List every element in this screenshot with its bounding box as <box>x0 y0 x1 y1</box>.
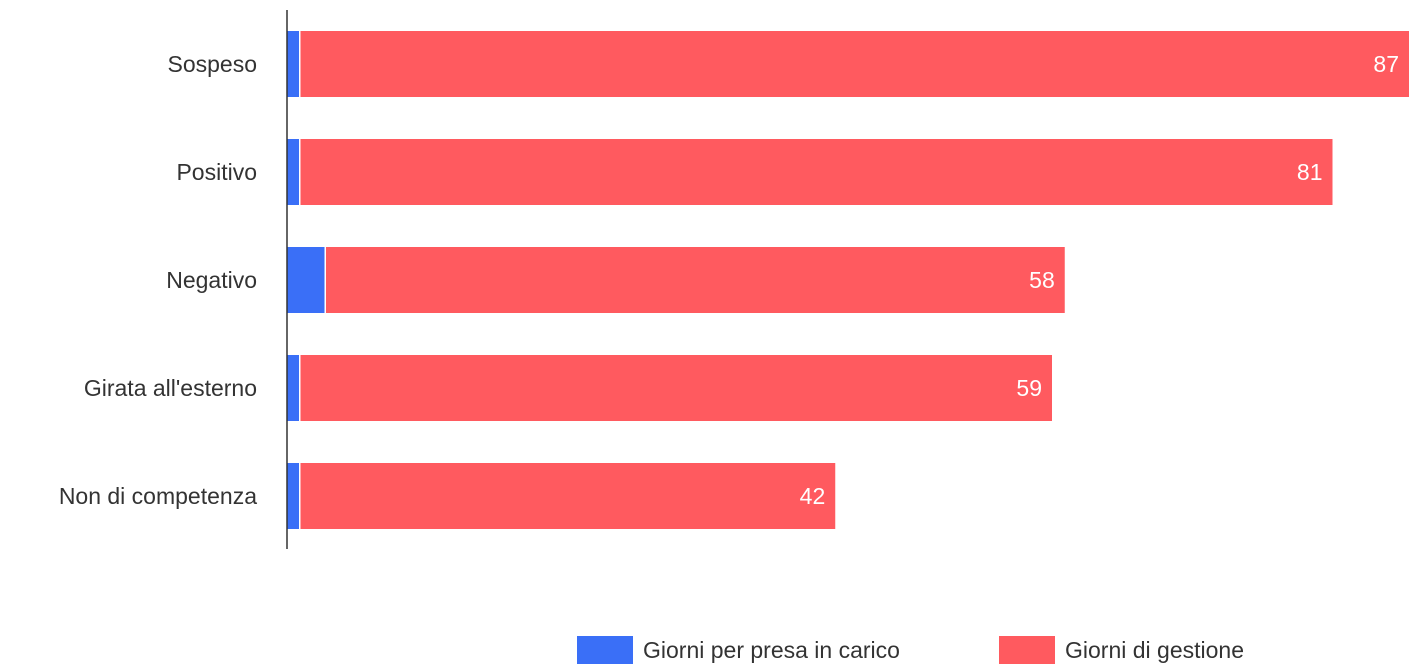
legend-swatch-giorni-di-gestione <box>999 636 1055 664</box>
bar-giorni-per-presa-in-carico-non-di-competenza[interactable] <box>287 463 300 529</box>
bar-giorni-per-presa-in-carico-positivo[interactable] <box>287 139 300 205</box>
legend-label-giorni-di-gestione: Giorni di gestione <box>1065 637 1244 663</box>
category-label-negativo: Negativo <box>166 267 257 293</box>
data-label-negativo: 58 <box>1029 267 1055 293</box>
legend-label-giorni-per-presa-in-carico: Giorni per presa in carico <box>643 637 900 663</box>
category-label-non-di-competenza: Non di competenza <box>59 483 257 509</box>
bar-giorni-di-gestione-girata-all-esterno[interactable] <box>299 355 1052 421</box>
bar-giorni-per-presa-in-carico-girata-all-esterno[interactable] <box>287 355 300 421</box>
category-label-positivo: Positivo <box>176 159 257 185</box>
bar-giorni-di-gestione-negativo[interactable] <box>325 247 1065 313</box>
legend: Giorni per presa in carico Giorni di gest… <box>577 636 1244 664</box>
data-label-positivo: 81 <box>1297 159 1323 185</box>
bar-giorni-di-gestione-positivo[interactable] <box>299 139 1333 205</box>
bar-giorni-di-gestione-sospeso[interactable] <box>299 31 1409 97</box>
data-label-girata-all-esterno: 59 <box>1016 375 1042 401</box>
data-labels: 87 81 58 59 42 <box>800 51 1399 509</box>
category-labels: Sospeso Positivo Negativo Girata all'estern… <box>59 51 257 509</box>
bar-giorni-di-gestione-non-di-competenza[interactable] <box>299 463 836 529</box>
category-label-sospeso: Sospeso <box>167 51 257 77</box>
bar-giorni-per-presa-in-carico-negativo[interactable] <box>287 247 326 313</box>
data-label-non-di-competenza: 42 <box>800 483 826 509</box>
data-label-sospeso: 87 <box>1373 51 1399 77</box>
category-label-girata-all-esterno: Girata all'esterno <box>84 375 257 401</box>
legend-swatch-giorni-per-presa-in-carico <box>577 636 633 664</box>
bars-group <box>287 31 1409 529</box>
bar-giorni-per-presa-in-carico-sospeso[interactable] <box>287 31 300 97</box>
